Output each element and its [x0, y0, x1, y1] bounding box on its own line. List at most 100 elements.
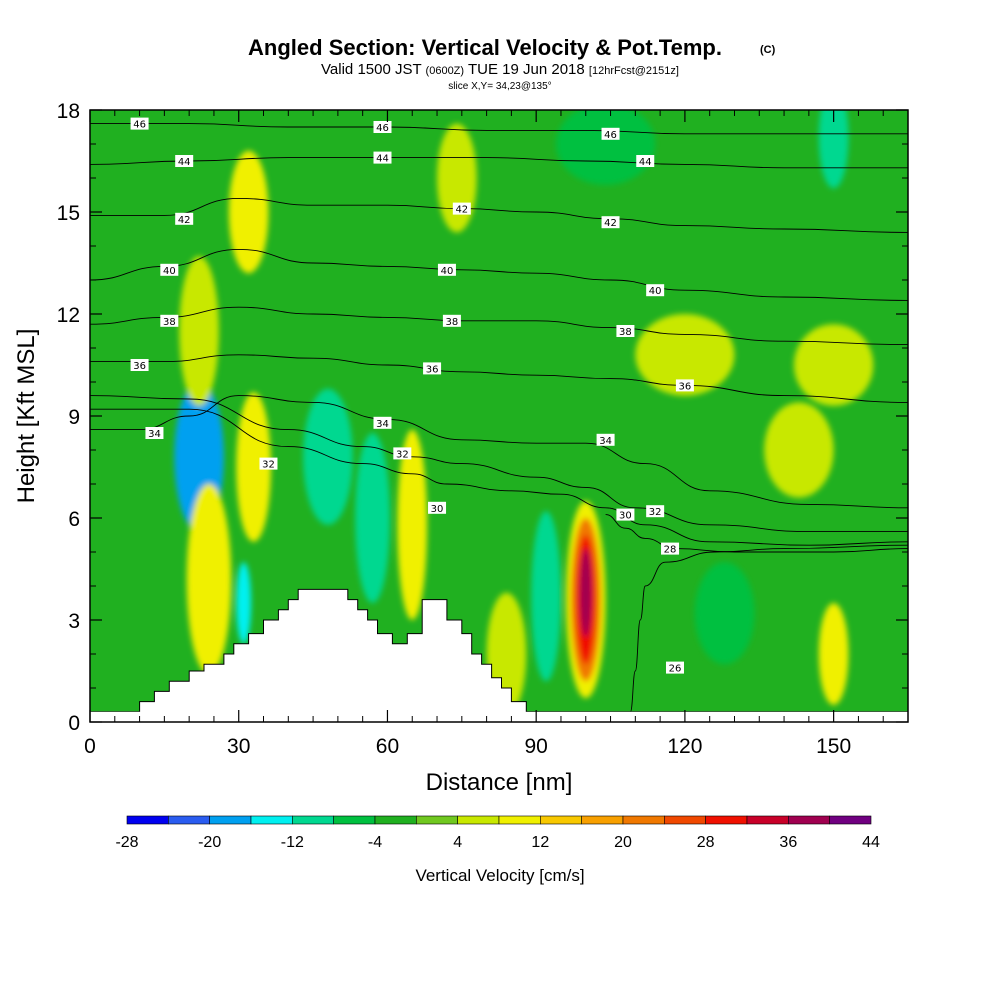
y-tick-label: 9 [68, 406, 80, 429]
isentrope-line [90, 197, 908, 233]
y-tick-label: 0 [68, 712, 80, 735]
velocity-cell [793, 324, 874, 406]
isentrope-label: 30 [428, 501, 447, 515]
x-tick-label: 30 [227, 735, 250, 758]
isentrope-label-text: 34 [376, 419, 389, 430]
colorbar-label: Vertical Velocity [cm/s] [415, 866, 584, 885]
isentrope-label-text: 42 [455, 205, 468, 216]
colorbar-bin [209, 815, 252, 825]
x-tick-label: 150 [816, 735, 851, 758]
isentrope-label-text: 44 [639, 157, 652, 168]
isentrope-label: 40 [646, 284, 665, 297]
colorbar: -28 -20 -12 -4 4 12 20 28 36 44 [115, 815, 880, 851]
colorbar-tick-label: 28 [697, 834, 715, 851]
isentrope-label-text: 40 [441, 266, 454, 277]
velocity-cell [355, 433, 390, 603]
isentrope-line [90, 395, 908, 533]
y-tick-label: 18 [57, 100, 80, 123]
x-tick-label: 90 [525, 735, 548, 758]
velocity-cell [764, 402, 834, 498]
isentrope-label: 42 [175, 212, 194, 226]
isentrope-line [629, 544, 908, 713]
subtitle-utc: (0600Z) [426, 65, 465, 77]
isentrope-label: 42 [601, 216, 620, 229]
velocity-cell [228, 150, 269, 274]
colorbar-tick-label: 12 [531, 834, 549, 851]
isentrope-label: 32 [393, 447, 412, 460]
isentrope-label: 36 [423, 362, 442, 375]
colorbar-tick-label: 20 [614, 834, 632, 851]
y-tick-label: 6 [68, 508, 80, 531]
isentrope-line [605, 514, 908, 553]
isentrope-label: 46 [601, 127, 620, 141]
isentrope-label: 34 [596, 433, 615, 447]
colorbar-bin [829, 815, 872, 825]
isentrope-label-text: 38 [619, 327, 632, 338]
isentrope-label: 40 [160, 263, 179, 277]
isentrope-label: 46 [130, 117, 149, 131]
isentrope-label-text: 26 [669, 664, 682, 675]
subtitle: Valid 1500 JST (0600Z) TUE 19 Jun 2018 [… [321, 61, 679, 78]
isentrope-label: 36 [675, 379, 694, 392]
y-tick-label: 15 [57, 202, 80, 225]
velocity-cell [635, 314, 735, 396]
colorbar-bin [250, 815, 293, 825]
isentrope-label: 34 [373, 416, 392, 430]
colorbar-bin [705, 815, 748, 825]
isentrope-line [90, 157, 908, 169]
plot-area: 46 46 46 44 44 44 42 42 42 40 40 40 38 38 38 36 36 36 34 34… [90, 110, 908, 722]
velocity-cell [818, 603, 849, 705]
isentrope-label: 44 [373, 151, 392, 165]
isentrope-lines [90, 123, 908, 713]
velocity-cell [437, 123, 477, 233]
subtitle-forecast: [12hrFcst@2151z] [589, 65, 679, 77]
isentrope-label: 44 [636, 155, 655, 168]
isentrope-label-text: 30 [619, 511, 632, 522]
colorbar-bin [622, 815, 665, 825]
velocity-cell [556, 110, 656, 185]
isentrope-label: 26 [665, 661, 684, 675]
isentrope-label: 44 [175, 155, 194, 168]
isentrope-line [90, 395, 908, 509]
colorbar-bin [581, 815, 624, 825]
y-axis-label: Height [Kft MSL] [13, 329, 40, 504]
isentrope-label: 32 [259, 457, 278, 471]
velocity-cell [397, 429, 428, 620]
isentrope-label-text: 36 [426, 364, 439, 375]
terrain [90, 588, 908, 722]
isentrope-label-text: 36 [679, 381, 692, 392]
isentrope-label-text: 30 [431, 504, 444, 515]
x-axis-label: Distance [nm] [426, 769, 573, 796]
isentrope-label: 40 [437, 263, 456, 277]
colorbar-bin [498, 815, 541, 825]
colorbar-tick-label: -28 [115, 834, 138, 851]
subtitle-date: TUE 19 Jun 2018 [468, 61, 585, 78]
title-mark: (C) [760, 44, 776, 56]
isentrope-label: 30 [616, 508, 635, 522]
velocity-cell [531, 511, 561, 682]
isentrope-label: 46 [373, 121, 392, 134]
isentrope-label-text: 46 [376, 123, 389, 134]
velocity-cell [818, 110, 849, 189]
colorbar-tick-label: -20 [198, 834, 221, 851]
colorbar-bin [374, 815, 417, 825]
isentrope-label-text: 38 [446, 317, 459, 328]
isentrope-label-text: 44 [178, 157, 191, 168]
isentrope-label-text: 38 [163, 317, 176, 328]
ground-fill [90, 711, 908, 722]
isentrope-label-text: 40 [649, 286, 662, 297]
y-tick-label: 3 [68, 610, 80, 633]
colorbar-bin [457, 815, 500, 825]
isentrope-label-text: 34 [599, 436, 612, 447]
velocity-cell [186, 484, 232, 675]
colorbar-bin [664, 815, 706, 825]
isentrope-label: 38 [616, 325, 635, 338]
colorbar-bin [540, 815, 582, 825]
isentrope-line [90, 306, 908, 346]
colorbar-tick-label: 4 [453, 834, 462, 851]
velocity-cell [303, 388, 353, 525]
x-tick-label: 0 [84, 735, 96, 758]
isentrope-label-text: 44 [376, 154, 389, 165]
